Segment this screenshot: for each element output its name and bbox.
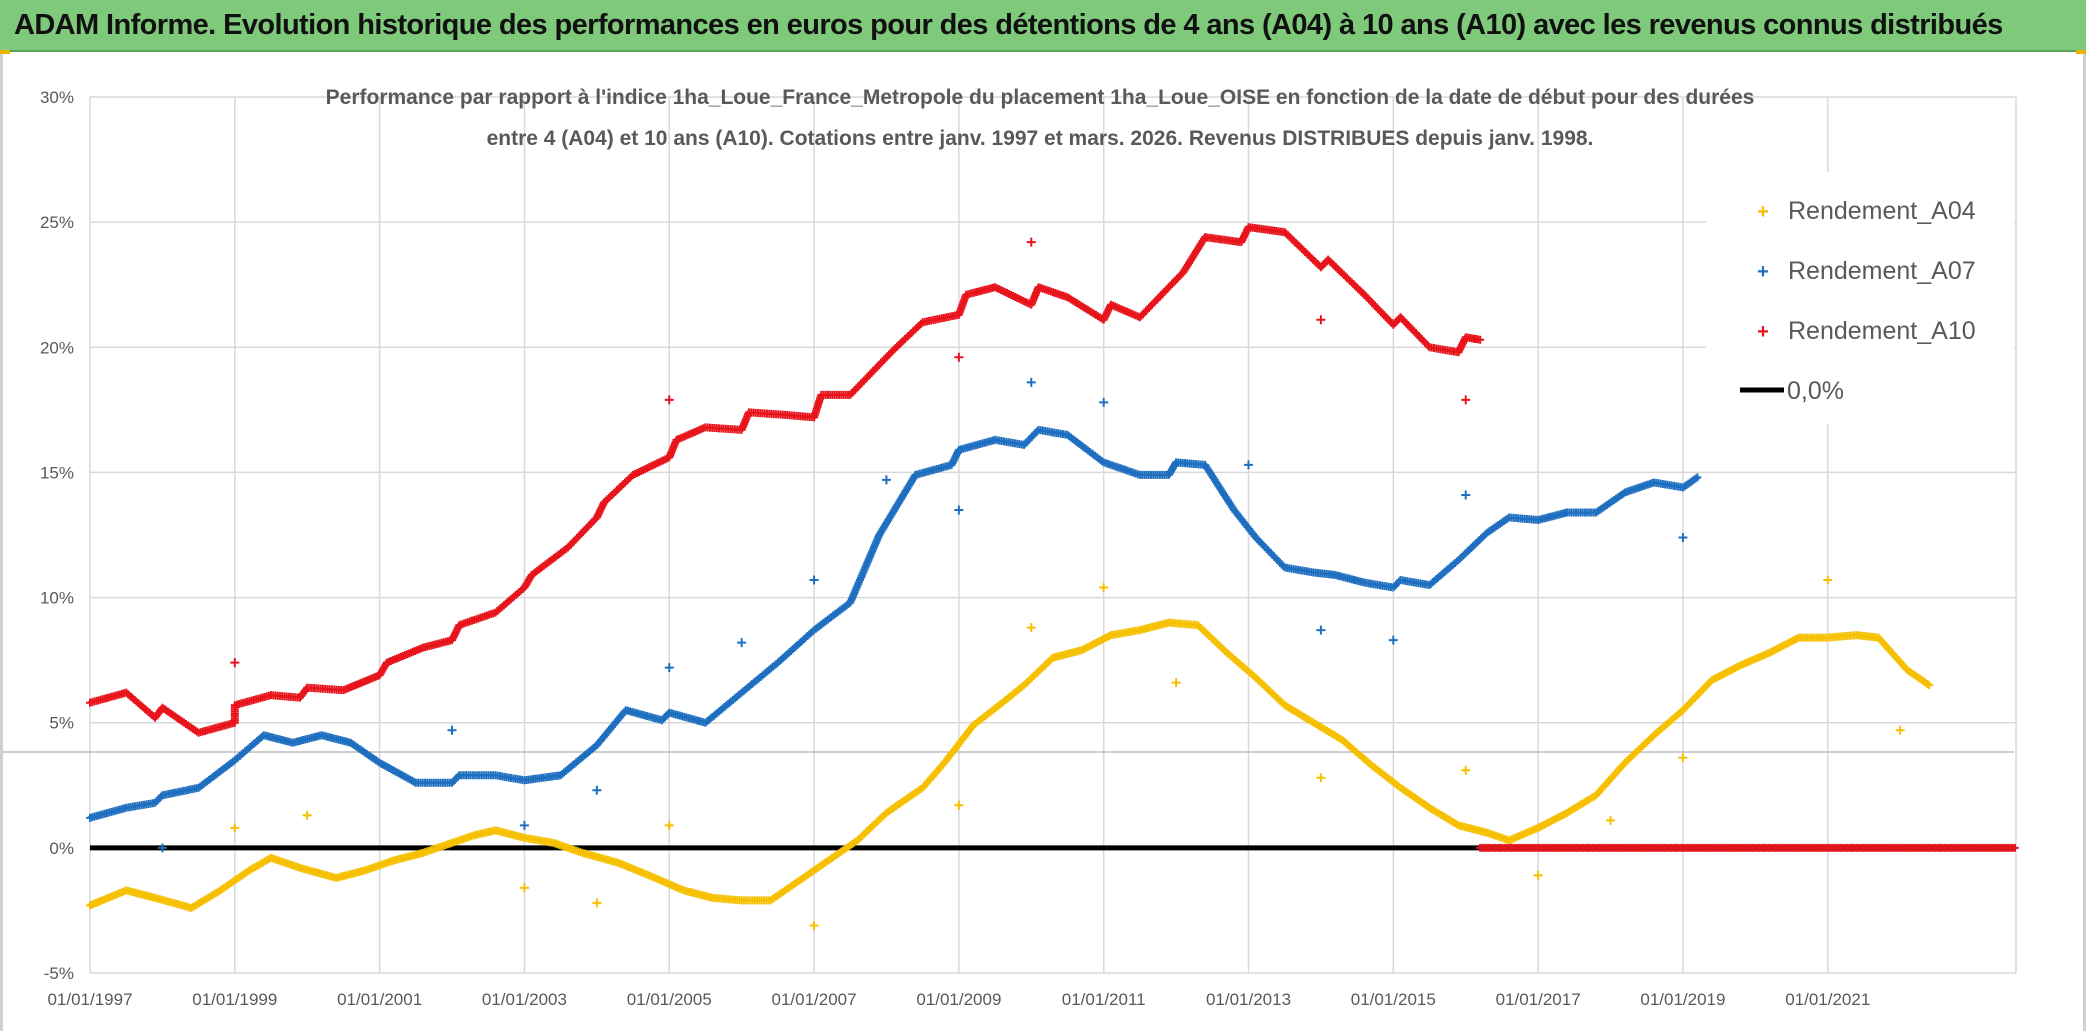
- a07-outlier-5: [737, 638, 747, 648]
- a07-outlier-9: [1026, 377, 1036, 387]
- x-tick-label-12: 01/01/2021: [1785, 990, 1870, 1009]
- x-tick-label-1: 01/01/1999: [192, 990, 277, 1009]
- y-tick-label-6: 25%: [40, 213, 74, 232]
- a07-outlier-8: [954, 505, 964, 515]
- legend-item-zero: 0,0%: [1740, 377, 1844, 405]
- chart-title-line-1: Performance par rapport à l'indice 1ha_L…: [326, 86, 1755, 109]
- a10-outlier-1: [664, 395, 674, 405]
- a07-point-187: [453, 772, 462, 781]
- a10-outlier-3: [1026, 237, 1036, 247]
- legend-item-a04: + Rendement_A04: [1757, 197, 1976, 225]
- x-tick-label-11: 01/01/2019: [1640, 990, 1725, 1009]
- a04-outlier-3: [592, 898, 602, 908]
- a10-outlier-0: [230, 658, 240, 668]
- a04-outlier-8: [1099, 583, 1109, 593]
- a07-outlier-12: [1316, 625, 1326, 635]
- a07-outlier-3: [592, 785, 602, 795]
- a04-outlier-15: [1823, 575, 1833, 585]
- x-axis-tick-labels: 01/01/1997 01/01/1999 01/01/2001 01/01/2003…: [47, 990, 1870, 1009]
- a07-outlier-15: [1678, 533, 1688, 543]
- a04-outlier-4: [664, 820, 674, 830]
- corner-mark-right: [2076, 50, 2086, 54]
- y-tick-label-0: -5%: [44, 964, 74, 983]
- a07-outlier-14: [1461, 490, 1471, 500]
- series-rendement-a04: [86, 575, 1934, 930]
- a04-outlier-7: [1026, 623, 1036, 633]
- y-tick-label-1: 0%: [49, 839, 74, 858]
- a07-outlier-2: [519, 820, 529, 830]
- a04-outlier-9: [1171, 678, 1181, 688]
- banner-title: ADAM Informe. Evolution historique des p…: [14, 8, 2003, 41]
- a04-outlier-2: [519, 883, 529, 893]
- a04-point-970: [1925, 681, 1934, 690]
- legend-label-zero: 0,0%: [1787, 377, 1844, 405]
- legend-marker-a04: +: [1757, 201, 1769, 223]
- legend-label-a04: Rendement_A04: [1788, 197, 1976, 225]
- legend-label-a10: Rendement_A10: [1788, 317, 1976, 345]
- legend-marker-a10: +: [1757, 321, 1769, 343]
- x-tick-label-9: 01/01/2015: [1351, 990, 1436, 1009]
- a10-outlier-2: [954, 352, 964, 362]
- a04-outlier-5: [809, 920, 819, 930]
- a04-outlier-14: [1678, 753, 1688, 763]
- legend-item-a07: + Rendement_A07: [1757, 257, 1975, 285]
- x-tick-label-2: 01/01/2001: [337, 990, 422, 1009]
- a04-outlier-11: [1461, 765, 1471, 775]
- a04-outlier-1: [302, 810, 312, 820]
- x-tick-label-3: 01/01/2003: [482, 990, 567, 1009]
- a04-outlier-13: [1606, 815, 1616, 825]
- legend-item-a10: + Rendement_A10: [1757, 317, 1975, 345]
- a10-point-808: [1476, 335, 1485, 344]
- x-tick-label-6: 01/01/2009: [916, 990, 1001, 1009]
- a07-point-878: [1693, 473, 1702, 482]
- x-tick-label-5: 01/01/2007: [772, 990, 857, 1009]
- a10-outlier-5: [1461, 395, 1471, 405]
- legend-label-a07: Rendement_A07: [1788, 257, 1976, 285]
- x-tick-label-10: 01/01/2017: [1496, 990, 1581, 1009]
- a07-outlier-6: [809, 575, 819, 585]
- a07-outlier-10: [1099, 397, 1109, 407]
- report-banner: ADAM Informe. Evolution historique des p…: [0, 0, 2086, 52]
- a10-zero-point-243: [2010, 843, 2019, 852]
- a07-outlier-13: [1388, 635, 1398, 645]
- a10-outlier-4: [1316, 315, 1326, 325]
- a07-outlier-7: [881, 475, 891, 485]
- a04-outlier-10: [1316, 773, 1326, 783]
- a07-outlier-0: [157, 843, 167, 853]
- x-tick-label-0: 01/01/1997: [47, 990, 132, 1009]
- a04-outlier-12: [1533, 870, 1543, 880]
- x-tick-label-8: 01/01/2013: [1206, 990, 1291, 1009]
- legend-background: [1706, 172, 2014, 424]
- y-tick-label-7: 30%: [40, 88, 74, 107]
- x-tick-label-7: 01/01/2011: [1062, 990, 1146, 1009]
- chart-frame: [0, 54, 2086, 1031]
- y-tick-label-3: 10%: [40, 589, 74, 608]
- chart-title-line-2: entre 4 (A04) et 10 ans (A10). Cotations…: [487, 127, 1594, 150]
- corner-mark-left: [0, 50, 10, 54]
- series-rendement-a10: [86, 223, 2019, 852]
- y-tick-label-5: 20%: [40, 338, 74, 357]
- a04-outlier-16: [1895, 725, 1905, 735]
- chart-legend: + Rendement_A04 + Rendement_A07 + Rendem…: [1706, 172, 2014, 424]
- y-tick-label-2: 5%: [49, 714, 74, 733]
- a07-outlier-11: [1244, 460, 1253, 470]
- a04-outlier-0: [230, 823, 240, 833]
- a04-outlier-6: [954, 800, 964, 810]
- y-tick-label-4: 15%: [40, 463, 74, 482]
- a07-outlier-1: [447, 725, 457, 735]
- x-tick-label-4: 01/01/2005: [627, 990, 712, 1009]
- a07-outlier-4: [664, 663, 674, 673]
- y-axis-tick-labels: -5% 0% 5% 10% 15% 20% 25% 30%: [40, 88, 74, 983]
- legend-marker-a07: +: [1757, 261, 1769, 283]
- series-rendement-a07: [86, 377, 1702, 853]
